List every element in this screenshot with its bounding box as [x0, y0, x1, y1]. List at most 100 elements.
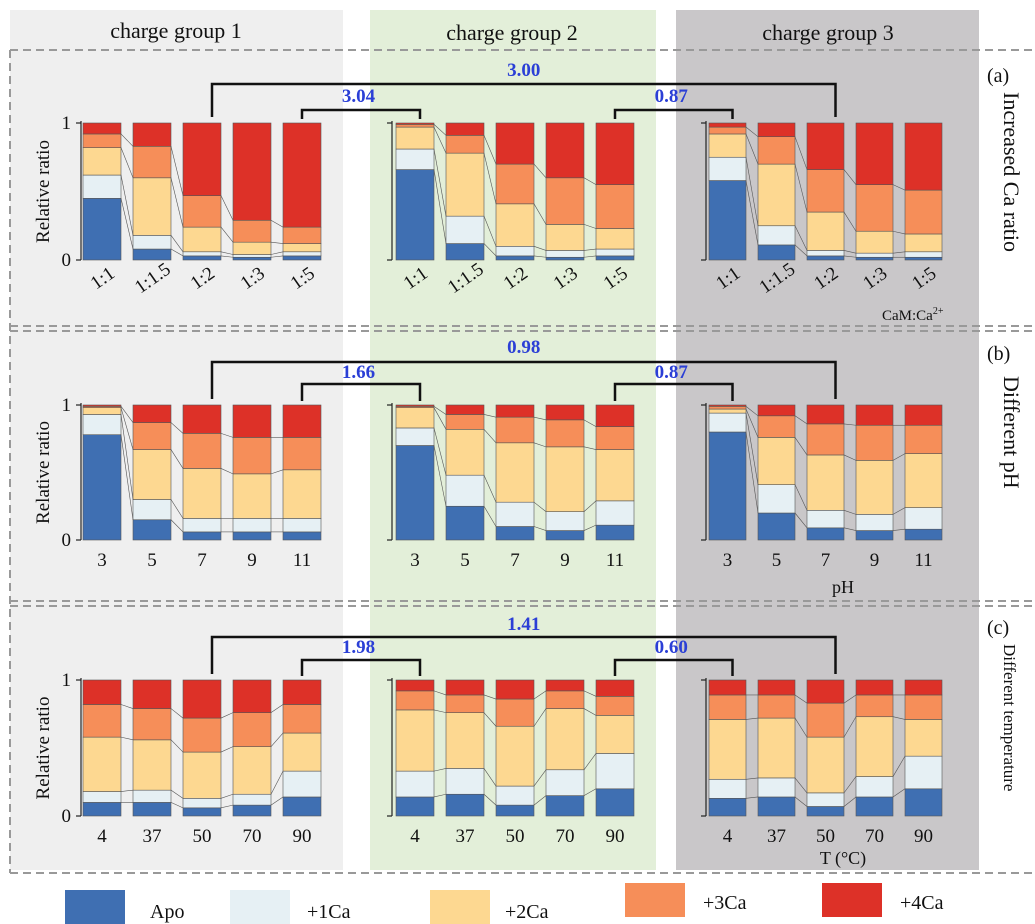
bar-segment-a-g3-1_5-plus4Ca — [904, 122, 943, 191]
connector-line — [433, 407, 447, 430]
connector-line — [583, 224, 597, 229]
bar-segment-c-g1-70-plus3Ca — [232, 712, 272, 747]
bar-segment-a-g1-1_5-plus1Ca — [282, 251, 322, 257]
connector-line — [483, 794, 497, 806]
connector-line — [745, 777, 759, 780]
connector-line — [843, 454, 857, 461]
bar-segment-a-g3-1_2-plus1Ca — [806, 250, 845, 257]
x-tick-label: 5 — [147, 550, 157, 571]
connector-line — [583, 177, 597, 185]
bar-segment-a-g1-1_5-plus3Ca — [282, 226, 322, 244]
bar-segment-b-g3-3-Apo — [708, 431, 747, 541]
bar-segment-c-g3-4-plus2Ca — [708, 719, 747, 780]
bar-segment-c-g3-50-plus3Ca — [806, 702, 845, 738]
bar-segment-c-g3-4-plus3Ca — [708, 694, 747, 720]
bar-segment-a-g2-1_3-plus1Ca — [545, 250, 585, 258]
bar-segment-b-g3-7-plus3Ca — [806, 423, 845, 456]
bar-segment-a-g3-1_2-Apo — [806, 255, 845, 261]
bar-segment-b-g2-11-plus2Ca — [595, 449, 635, 502]
bar-segment-a-g2-1_1_5-plus1Ca — [445, 215, 485, 244]
bracket-left — [300, 382, 422, 401]
connector-line — [270, 796, 284, 806]
bar-segment-c-g1-90-plus2Ca — [282, 732, 322, 772]
group-label-2: charge group 2 — [446, 20, 578, 45]
bar-segment-b-g3-9-plus3Ca — [855, 424, 894, 461]
connector-line — [483, 243, 497, 257]
bar-segment-b-g1-11-plus4Ca — [282, 404, 322, 438]
bar-segment-c-g2-70-plus2Ca — [545, 708, 585, 771]
bar-segment-a-g1-1_1-plus4Ca — [82, 122, 122, 135]
bar-segment-a-g3-1_1-Apo — [708, 180, 747, 261]
bar-segment-a-g2-1_1-plus1Ca — [395, 148, 435, 170]
connector-line — [794, 717, 808, 738]
connector-line — [794, 796, 808, 807]
connector-line — [843, 527, 857, 531]
bar-segment-c-g2-90-plus3Ca — [595, 696, 635, 716]
bar-segment-b-g2-5-plus3Ca — [445, 414, 485, 430]
connector-line — [270, 770, 284, 795]
x-tick-label: 50 — [193, 826, 212, 847]
connector-line — [170, 177, 184, 228]
bar-segment-a-g3-1_2-plus3Ca — [806, 169, 845, 213]
bar-segment-b-g1-11-Apo — [282, 531, 322, 541]
bar-segment-b-g3-7-plus2Ca — [806, 454, 845, 511]
bar-segment-c-g3-4-Apo — [708, 798, 747, 817]
bar-segment-a-g3-1_5-plus2Ca — [904, 233, 943, 253]
bar-segment-a-g1-1_1-plus1Ca — [82, 174, 122, 199]
connector-line — [220, 793, 234, 799]
bar-segment-a-g3-1_1-plus1Ca — [708, 156, 747, 181]
legend-swatch-1ca — [230, 890, 290, 924]
connector-line — [892, 507, 906, 515]
connector-line — [745, 413, 759, 485]
connector-line — [843, 510, 857, 515]
connector-line — [170, 708, 184, 719]
bar-segment-a-g1-1_1-plus3Ca — [82, 133, 122, 148]
connector-line — [483, 429, 497, 443]
bar-segment-c-g2-50-plus4Ca — [495, 679, 535, 700]
bar-segment-a-g3-1_1_5-plus2Ca — [757, 163, 796, 227]
bar-segment-a-g1-1_5-Apo — [282, 255, 322, 261]
bar-segment-b-g2-3-plus4Ca — [395, 404, 435, 407]
bar-segment-c-g2-4-plus3Ca — [395, 690, 435, 711]
connector-line — [794, 512, 808, 529]
connector-line — [745, 180, 759, 245]
bar-segment-b-g3-9-plus2Ca — [855, 460, 894, 515]
row-title-b: Different pH — [999, 376, 1024, 489]
connector-line — [892, 788, 906, 798]
row-letter-b: (b) — [987, 343, 1010, 365]
bar-segment-b-g1-7-plus1Ca — [182, 518, 222, 533]
bar-segment-a-g3-1_5-plus3Ca — [904, 189, 943, 235]
connector-line — [745, 408, 759, 438]
bar-segment-a-g2-1_2-plus3Ca — [495, 163, 535, 205]
connector-line — [120, 704, 134, 709]
bar-segment-a-g2-1_1-plus3Ca — [395, 124, 435, 128]
connector-line — [583, 788, 597, 796]
bar-segment-b-g3-5-plus4Ca — [757, 404, 796, 417]
x-tick-label: 9 — [870, 550, 880, 571]
connector-line — [170, 789, 184, 799]
connector-line — [843, 796, 857, 807]
bar-segment-c-g1-90-plus4Ca — [282, 679, 322, 705]
connector-line — [583, 255, 597, 258]
bar-segment-c-g2-50-plus1Ca — [495, 785, 535, 806]
connector-line — [270, 704, 284, 713]
connector-line — [533, 203, 547, 225]
bar-segment-b-g3-11-plus2Ca — [904, 453, 943, 508]
bar-segment-a-g2-1_2-plus4Ca — [495, 122, 535, 165]
bar-segment-c-g3-37-Apo — [757, 796, 796, 817]
bar-segment-c-g2-90-plus1Ca — [595, 753, 635, 790]
bar-segment-a-g1-1_1-plus2Ca — [82, 147, 122, 176]
bar-segment-c-g1-50-plus2Ca — [182, 751, 222, 799]
connector-line — [120, 147, 134, 178]
row-title-c: Different temperature — [1000, 644, 1019, 791]
bar-segment-a-g3-1_3-plus2Ca — [855, 230, 894, 254]
bar-segment-a-g1-1_1_5-plus1Ca — [132, 235, 172, 250]
bar-segment-c-g1-50-plus4Ca — [182, 679, 222, 719]
connector-line — [794, 437, 808, 456]
bar-segment-c-g1-37-plus1Ca — [132, 789, 172, 803]
bar-segment-c-g1-90-Apo — [282, 796, 322, 817]
bar-segment-c-g3-37-plus4Ca — [757, 679, 796, 696]
bar-segment-a-g3-1_1-plus2Ca — [708, 133, 747, 158]
x-tick-label: 70 — [865, 826, 884, 847]
